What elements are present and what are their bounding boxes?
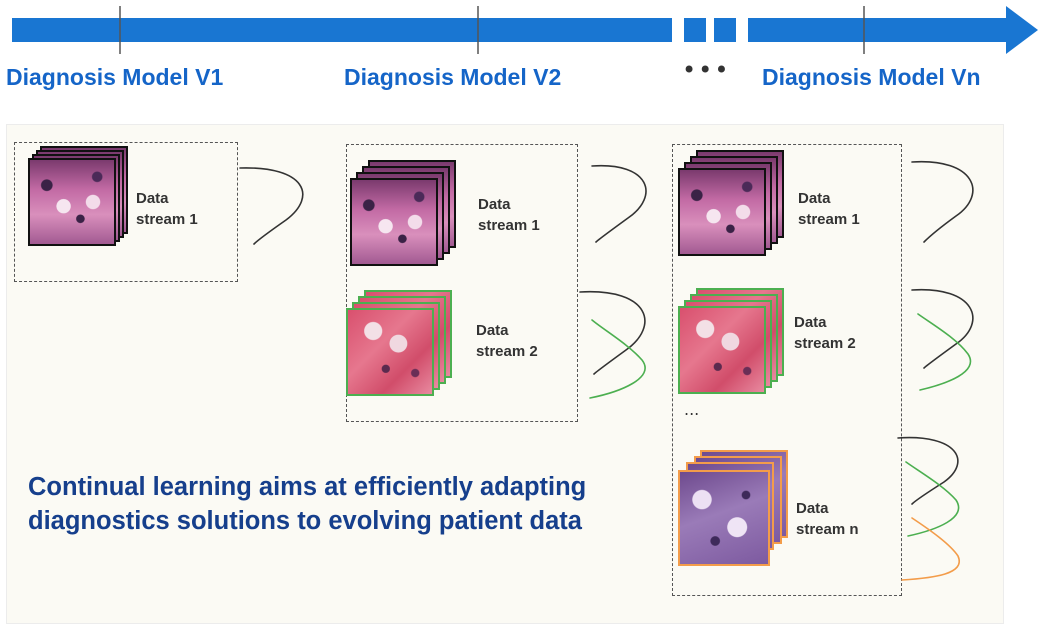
stage1-stream1-label: Data stream 1: [136, 190, 198, 228]
timeline-gap-dots: •••: [682, 56, 731, 84]
histology-stack-stage3-streamn: [678, 450, 788, 566]
histology-stack-stage3-stream1: [678, 150, 784, 256]
model-label-v1: Diagnosis Model V1: [6, 64, 224, 90]
stage-1-box: [14, 142, 238, 282]
timeline-arrowhead: [1006, 6, 1038, 54]
histology-stack-stage1-stream1: [28, 146, 134, 252]
timeline-segment-final: [748, 18, 1006, 42]
timeline: [12, 6, 1038, 54]
stage2-stream1-label: Data stream 1: [478, 196, 540, 234]
histology-stack-stage2-stream2: [346, 290, 452, 396]
model-label-vn: Diagnosis Model Vn: [762, 64, 981, 90]
histology-stack-stage3-stream2: [678, 288, 784, 394]
stage3-stream1-label: Data stream 1: [798, 190, 860, 228]
stage3-more-streams-ellipsis: ...: [684, 400, 700, 419]
timeline-segment-gap-2: [714, 18, 736, 42]
stage3-streamn-label: Data stream n: [796, 500, 859, 538]
stage3-stream2-label: Data stream 2: [794, 314, 856, 352]
stages-panel: [6, 124, 1004, 624]
timeline-segment-gap-1: [684, 18, 706, 42]
model-label-v2: Diagnosis Model V2: [344, 64, 562, 90]
stage-3-box: [672, 144, 902, 596]
stage2-stream2-label: Data stream 2: [476, 322, 538, 360]
caption-text: Continual learning aims at efficiently a…: [28, 473, 587, 535]
histology-stack-stage2-stream1: [350, 160, 456, 266]
stage-2-box: [346, 144, 578, 422]
timeline-segment-main: [12, 18, 672, 42]
